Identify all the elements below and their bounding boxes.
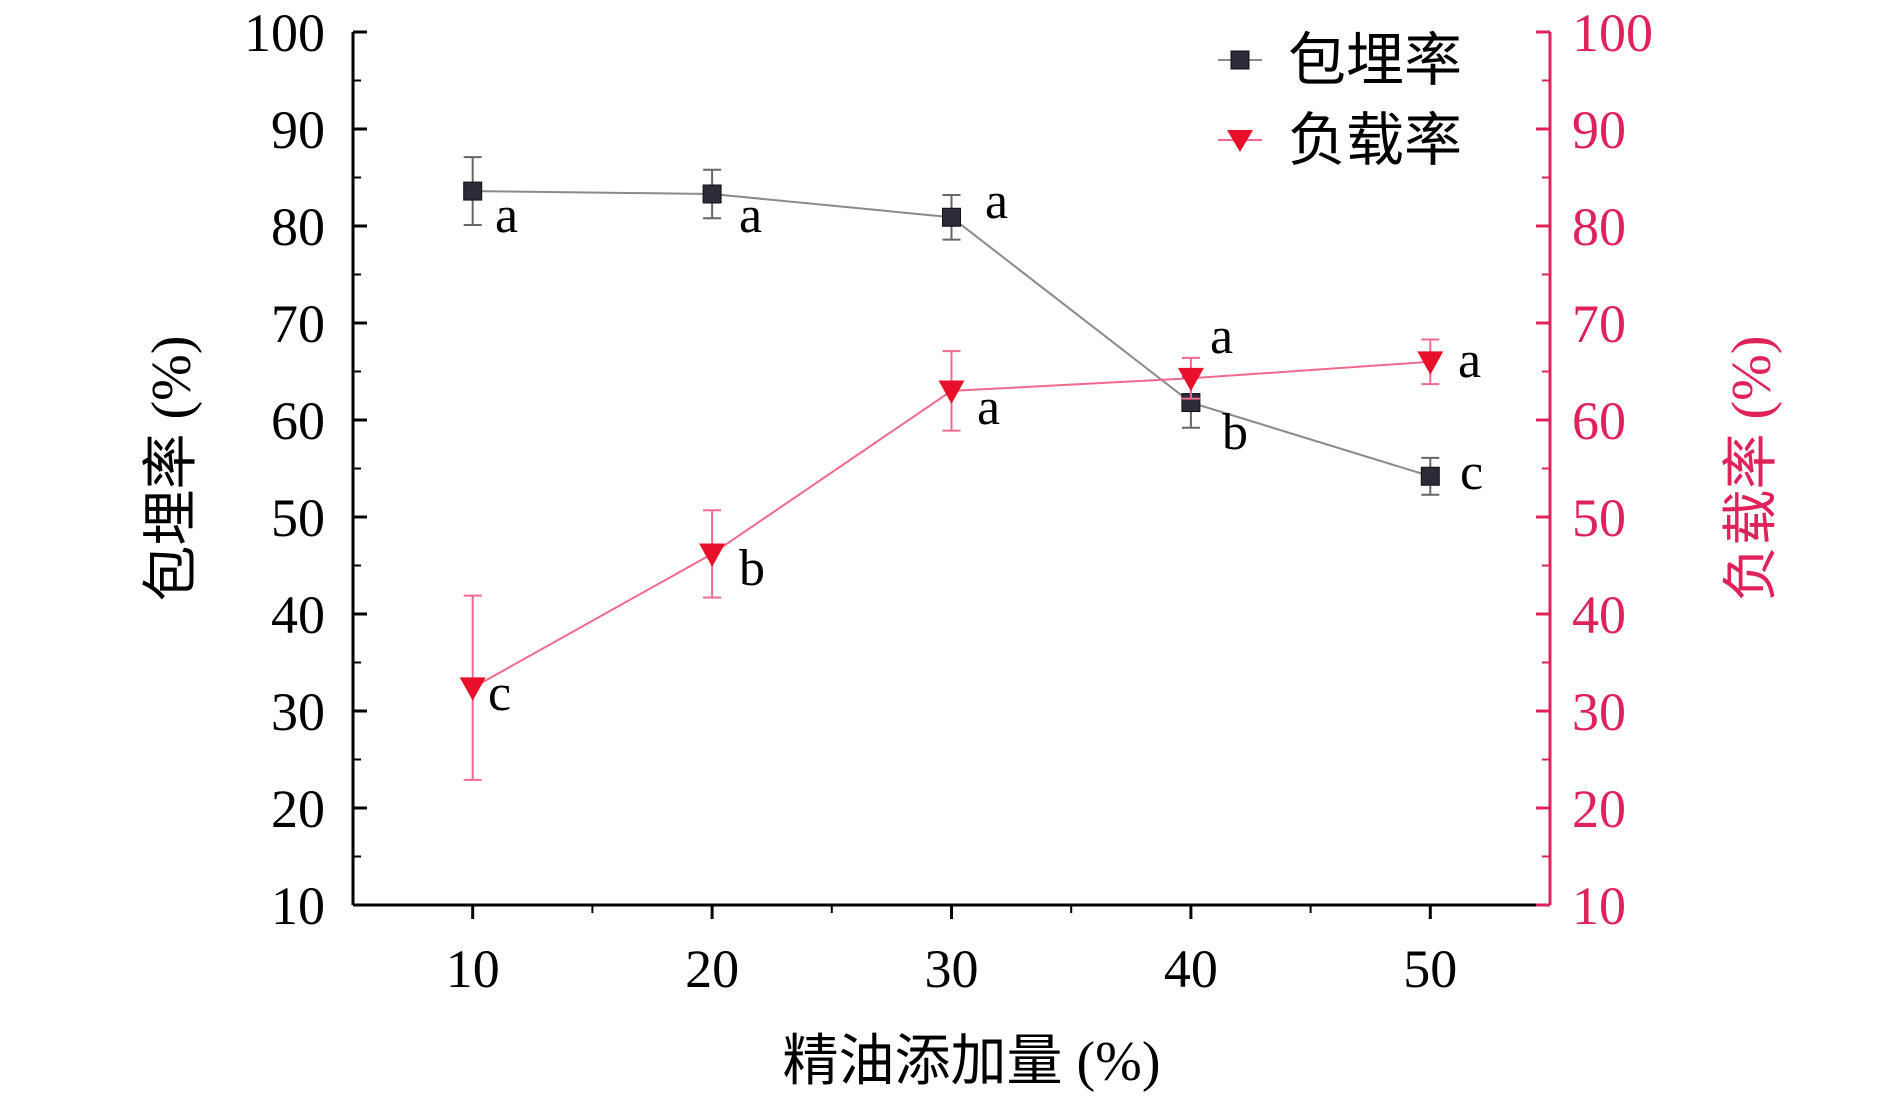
left-y-tick-label: 20 xyxy=(271,779,325,839)
right-y-tick-label: 80 xyxy=(1572,197,1626,257)
legend-marker-triangle xyxy=(1227,130,1253,152)
right-y-tick-label: 40 xyxy=(1572,585,1626,645)
left-y-axis-title: 包埋率 (%) xyxy=(141,336,203,602)
legend-marker-square xyxy=(1230,50,1250,70)
data-point-triangle xyxy=(459,677,486,701)
x-axis-title: 精油添加量 (%) xyxy=(783,1031,1161,1093)
right-y-tick-label: 20 xyxy=(1572,779,1626,839)
right-y-tick-label: 10 xyxy=(1572,876,1626,936)
significance-letter: a xyxy=(977,379,1000,436)
left-y-tick-label: 40 xyxy=(271,585,325,645)
significance-letter: b xyxy=(1222,404,1248,461)
x-tick-label: 10 xyxy=(446,939,500,999)
left-y-tick-label: 50 xyxy=(271,488,325,548)
data-point-triangle xyxy=(938,380,965,404)
significance-letter: a xyxy=(739,187,762,244)
significance-letter: c xyxy=(488,665,511,722)
left-y-tick-label: 70 xyxy=(271,294,325,354)
left-y-tick-label: 10 xyxy=(271,876,325,936)
right-y-tick-label: 90 xyxy=(1572,100,1626,160)
data-point-triangle xyxy=(1177,367,1204,392)
left-y-tick-label: 60 xyxy=(271,391,325,451)
right-y-tick-label: 50 xyxy=(1572,488,1626,548)
left-y-tick-label: 80 xyxy=(271,197,325,257)
right-y-tick-label: 100 xyxy=(1572,3,1653,63)
significance-letter: a xyxy=(1210,308,1233,365)
left-y-tick-label: 100 xyxy=(244,3,325,63)
right-y-tick-label: 30 xyxy=(1572,682,1626,742)
left-y-tick-label: 30 xyxy=(271,682,325,742)
x-tick-label: 20 xyxy=(685,939,739,999)
significance-letter: b xyxy=(739,540,765,597)
legend-label: 包埋率 xyxy=(1288,28,1462,93)
data-point-triangle xyxy=(699,543,726,567)
right-y-tick-label: 60 xyxy=(1572,391,1626,451)
data-point-square xyxy=(1420,466,1440,486)
x-tick-label: 50 xyxy=(1403,939,1457,999)
data-point-square xyxy=(942,207,961,227)
legend-label: 负载率 xyxy=(1288,108,1462,173)
right-y-tick-label: 70 xyxy=(1572,294,1626,354)
data-point-square xyxy=(463,181,483,201)
x-tick-label: 40 xyxy=(1164,939,1218,999)
data-point-square xyxy=(702,184,722,204)
left-y-tick-label: 90 xyxy=(271,100,325,160)
significance-letter: c xyxy=(1460,444,1483,501)
x-tick-label: 30 xyxy=(925,939,979,999)
data-point-triangle xyxy=(1417,351,1444,375)
right-y-axis-title: 负载率 (%) xyxy=(1721,336,1783,602)
significance-letter: a xyxy=(985,173,1008,230)
significance-letter: a xyxy=(495,187,518,244)
significance-letter: a xyxy=(1458,332,1481,389)
